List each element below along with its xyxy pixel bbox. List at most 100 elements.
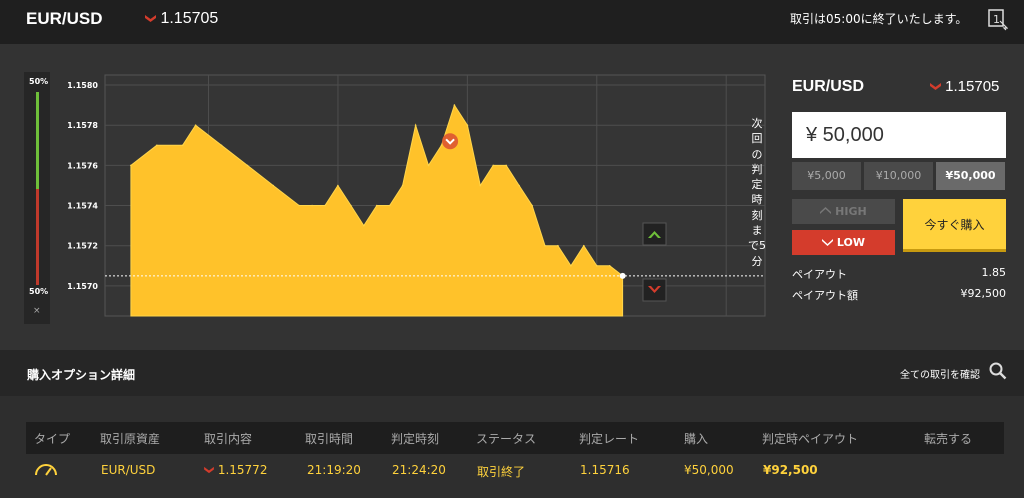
- payout-label: ペイアウト: [792, 268, 847, 281]
- price-point: [518, 184, 520, 187]
- price-point: [272, 184, 274, 187]
- panel-rate-value: 1.15705: [945, 78, 1000, 95]
- price-point: [440, 144, 443, 147]
- options-section-header: [0, 350, 1024, 396]
- amount-chip-10000[interactable]: ¥10,000: [864, 162, 933, 190]
- down-arrow-icon: [648, 286, 661, 293]
- col-type: タイプ: [34, 432, 71, 446]
- col-buy: 購入: [684, 432, 709, 446]
- price-point: [156, 144, 158, 147]
- window-popout-icon[interactable]: 1: [988, 9, 1009, 35]
- table-header: [26, 422, 1004, 454]
- price-point: [544, 244, 546, 247]
- price-point: [130, 164, 132, 167]
- y-tick-label: 1.1580: [67, 81, 98, 90]
- y-tick-label: 1.1572: [67, 242, 98, 251]
- row-content: 1.15772: [204, 463, 267, 477]
- price-point: [557, 244, 559, 247]
- payout-amount-label: ペイアウト額: [792, 289, 858, 302]
- y-tick-label: 1.1578: [67, 121, 98, 130]
- price-point: [466, 124, 469, 126]
- row-status: 取引終了: [477, 465, 526, 479]
- amount-chip-5000[interactable]: ¥5,000: [792, 162, 861, 190]
- panel-rate: 1.15705: [930, 78, 999, 95]
- price-point: [194, 124, 197, 126]
- trading-end-notice: 取引は05:00に終了いたします。: [790, 12, 968, 26]
- col-payout: 判定時ペイアウト: [762, 432, 859, 446]
- col-content: 取引内容: [204, 432, 253, 446]
- price-point: [414, 124, 417, 126]
- speedometer-icon: [34, 460, 58, 482]
- search-icon[interactable]: [989, 362, 1007, 384]
- price-area: [130, 103, 624, 317]
- amount-chip-50000[interactable]: ¥50,000: [936, 162, 1005, 190]
- col-status: ステータス: [476, 432, 537, 446]
- purchase-marker: [442, 133, 459, 150]
- price-point: [427, 164, 430, 167]
- high-button-label: HIGH: [835, 205, 867, 218]
- up-arrow-icon: [820, 205, 832, 218]
- row-content-rate: 1.15772: [217, 463, 268, 477]
- current-rate-dot: [619, 272, 626, 279]
- y-tick-label: 1.1576: [67, 161, 98, 170]
- price-point: [479, 184, 482, 187]
- price-point: [220, 144, 223, 147]
- investment-amount-input[interactable]: ¥ 50,000: [792, 112, 1006, 158]
- price-point: [376, 204, 378, 207]
- view-all-trades-link[interactable]: 全ての取引を確認: [900, 370, 980, 381]
- down-arrow-icon: [204, 463, 214, 477]
- buy-now-button[interactable]: 今すぐ購入: [903, 199, 1006, 252]
- row-decision: 21:24:20: [392, 463, 446, 477]
- high-button[interactable]: HIGH: [792, 199, 895, 224]
- low-button[interactable]: LOW: [792, 230, 895, 255]
- price-point: [363, 224, 365, 227]
- row-time: 21:19:20: [307, 463, 361, 477]
- low-button-label: LOW: [836, 236, 865, 249]
- top-rate: 1.15705: [145, 10, 218, 28]
- price-point: [246, 164, 249, 167]
- purchase-marker-arrow: [445, 138, 455, 145]
- window-icon-label: 1: [993, 13, 1000, 26]
- price-point: [531, 204, 533, 207]
- payout-value: 1.85: [981, 266, 1007, 279]
- price-point: [583, 244, 585, 247]
- down-arrow-icon: [145, 10, 156, 28]
- meter-close-button[interactable]: ×: [33, 306, 41, 316]
- payout-amount-value: ¥92,500: [960, 287, 1007, 300]
- price-point: [388, 204, 391, 207]
- price-point: [311, 204, 313, 207]
- col-resell: 転売する: [924, 432, 973, 446]
- row-buy: ¥50,000: [684, 463, 734, 477]
- top-bar: [0, 0, 1024, 44]
- col-decision: 判定時刻: [391, 432, 440, 446]
- low-share-bar: [36, 189, 39, 285]
- price-point: [181, 144, 184, 147]
- price-point: [492, 164, 495, 167]
- price-point: [350, 204, 352, 207]
- section-title: 購入オプション詳細: [27, 368, 136, 382]
- price-chart: 1.15801.15781.15761.15741.15721.157021:1…: [67, 74, 766, 317]
- col-asset: 取引原資産: [100, 432, 161, 446]
- next-decision-countdown: 次回の判定時刻まで5分: [748, 117, 766, 268]
- high-share-label: 50%: [29, 77, 49, 86]
- down-arrow-icon: [822, 236, 834, 249]
- top-rate-value: 1.15705: [160, 10, 219, 27]
- price-point: [505, 164, 508, 167]
- up-arrow-icon: [648, 231, 661, 238]
- high-share-bar: [36, 92, 39, 189]
- row-payout: ¥92,500: [763, 463, 818, 477]
- col-time: 取引時間: [305, 432, 354, 446]
- panel-asset-pair: EUR/USD: [792, 78, 865, 95]
- col-rate: 判定レート: [579, 432, 640, 446]
- price-point: [337, 184, 339, 187]
- price-point: [324, 204, 326, 207]
- price-point: [453, 104, 456, 106]
- asset-pair-title[interactable]: EUR/USD: [26, 9, 103, 28]
- row-rate: 1.15716: [580, 463, 630, 477]
- down-arrow-icon: [930, 78, 941, 95]
- price-point: [608, 265, 611, 267]
- y-tick-label: 1.1570: [67, 282, 98, 291]
- price-point: [401, 184, 404, 187]
- row-asset: EUR/USD: [101, 463, 156, 477]
- y-tick-label: 1.1574: [67, 202, 98, 211]
